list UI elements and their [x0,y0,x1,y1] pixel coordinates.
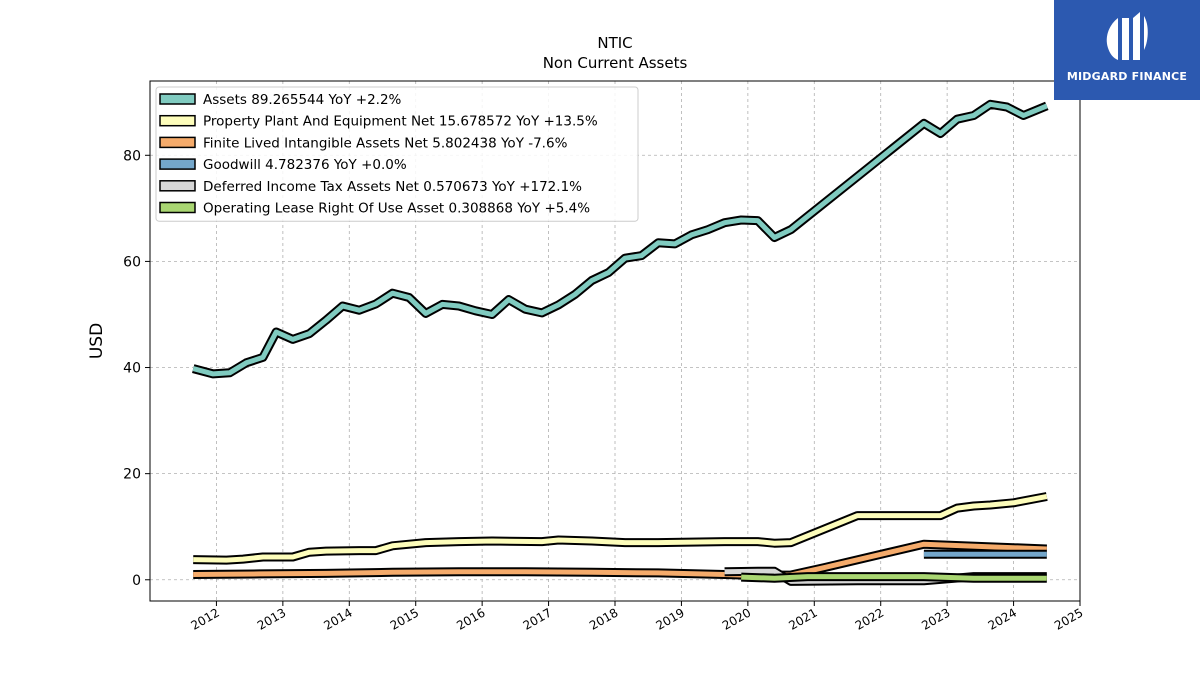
x-tick-label: 2014 [321,605,354,632]
y-tick-label: 60 [123,254,141,270]
legend-label: Deferred Income Tax Assets Net 0.570673 … [203,179,582,195]
x-tick-label: 2020 [720,605,753,632]
brand-logo: MIDGARD FINANCE [1054,0,1200,100]
brand-name: MIDGARD FINANCE [1066,70,1188,83]
legend-swatch [159,180,196,192]
x-tick-label: 2025 [1052,605,1085,632]
x-tick-label: 2023 [919,605,952,632]
legend-label: Finite Lived Intangible Assets Net 5.802… [203,135,568,151]
series-0 [192,99,1049,379]
series-line [192,101,1048,377]
y-tick-label: 0 [132,573,141,589]
series-line [193,494,1048,563]
legend: Assets 89.265544 YoY +2.2% Property Plant… [155,86,639,222]
series-layer [192,99,1049,586]
series-5 [741,572,1047,583]
legend-swatch [159,114,196,127]
legend-label: Operating Lease Right Of Use Asset 0.308… [203,201,590,217]
x-tick-label: 2017 [521,605,554,632]
series-line [193,541,1047,578]
series-line [741,574,1047,581]
legend-label: Assets 89.265544 YoY +2.2% [203,92,402,108]
y-tick-label: 80 [123,148,141,164]
chart-subtitle: Non Current Assets [543,54,688,72]
x-tick-label: 2024 [986,605,1019,632]
x-tick-label: 2013 [255,605,288,632]
legend-swatch [159,93,196,105]
x-tick-label: 2016 [454,605,487,632]
x-tick-label: 2018 [587,605,620,632]
legend-swatch [159,201,196,214]
x-tick-label: 2019 [653,605,686,632]
x-tick-label: 2022 [853,605,886,632]
chart-title: NTIC [597,34,632,52]
legend-label: Goodwill 4.782376 YoY +0.0% [203,157,407,173]
y-tick-label: 40 [123,361,141,377]
series-2 [193,539,1047,580]
y-tick-label: 20 [123,467,141,483]
series-1 [193,492,1048,565]
legend-swatch [159,136,196,149]
midgard-logo-icon [1106,12,1148,60]
x-tick-label: 2012 [188,605,221,632]
legend-swatch [159,158,196,170]
legend-label: Property Plant And Equipment Net 15.6785… [203,114,598,130]
y-axis-label: USD [87,323,107,359]
legend-box [155,86,639,222]
x-tick-label: 2015 [388,605,421,632]
x-tick-label: 2021 [786,605,819,632]
